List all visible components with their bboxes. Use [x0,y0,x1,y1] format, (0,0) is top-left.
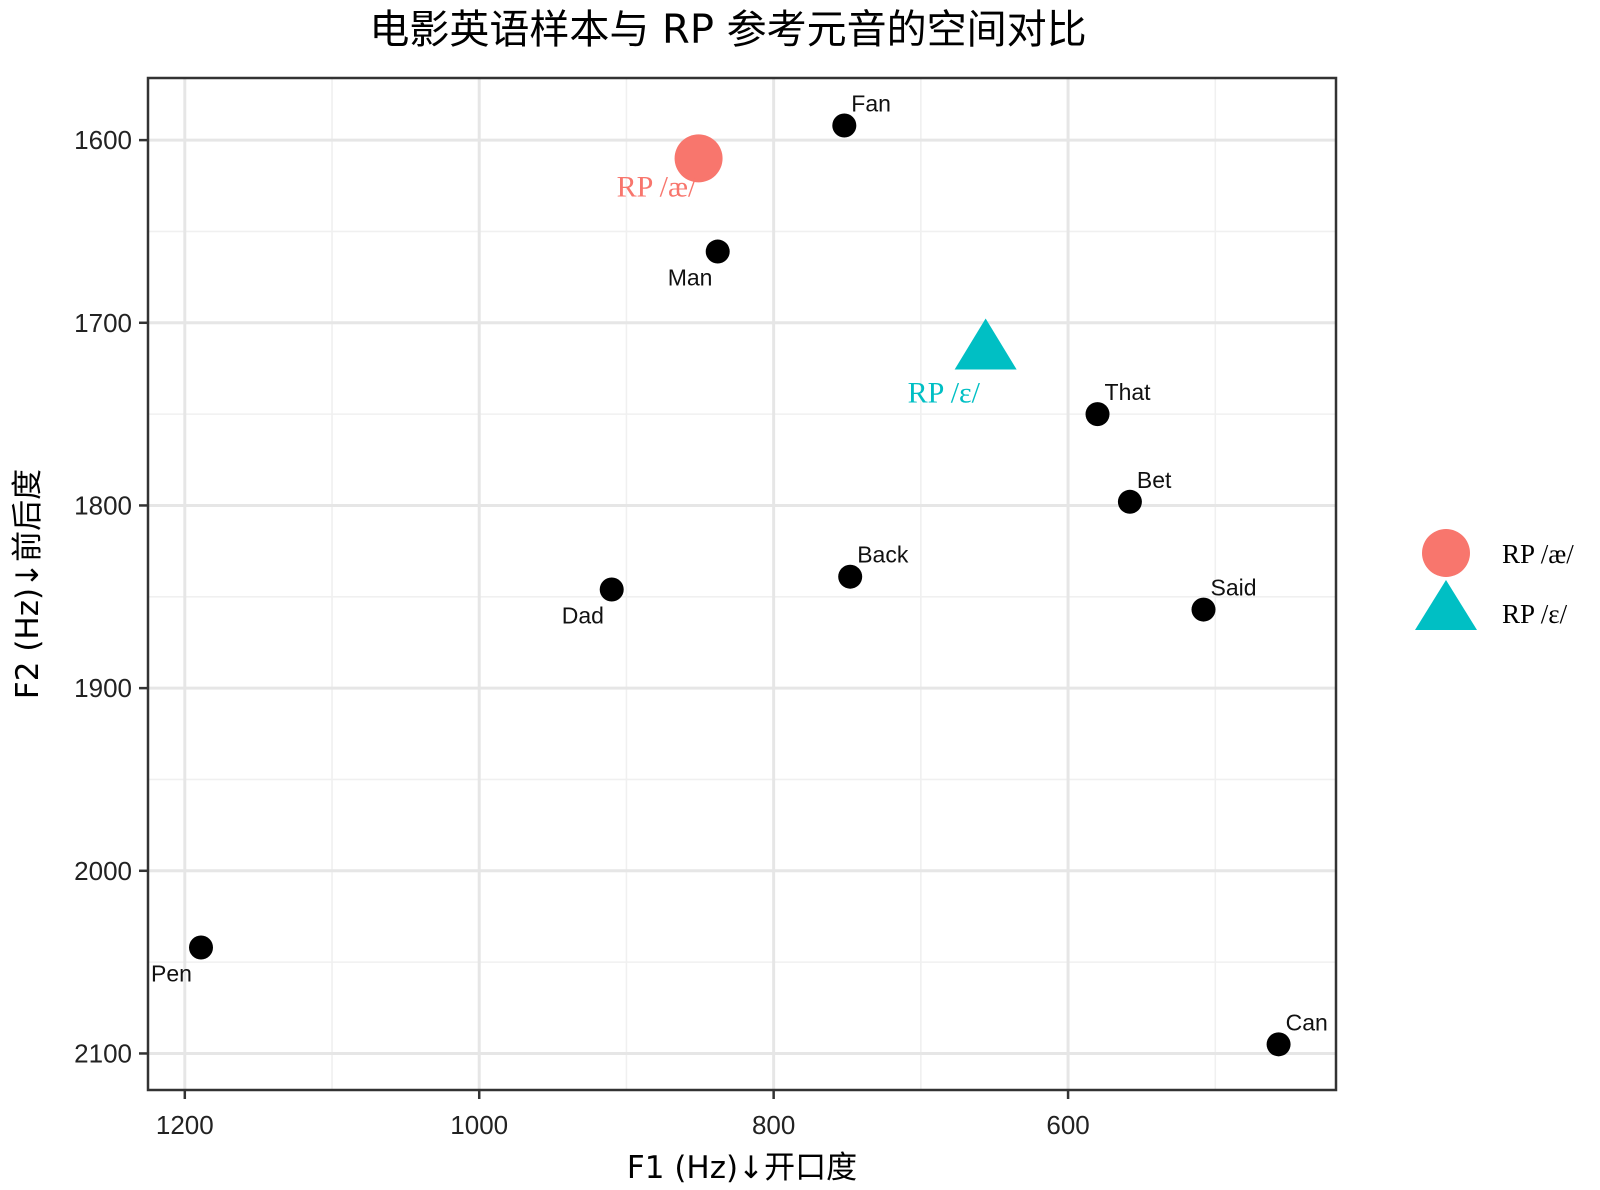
legend-label-epsilon: RP /ɛ/ [1502,599,1568,629]
x-axis-title: F1 (Hz)↓开口度 [627,1150,857,1186]
point-label-pen: Pen [151,961,192,987]
point-label-dad: Dad [562,602,604,628]
sample-point-back [838,564,863,589]
y-tick-label: 1900 [74,673,132,703]
y-tick-label: 1800 [74,490,132,520]
y-tick-label: 2000 [74,856,132,886]
point-label-bet: Bet [1137,467,1172,493]
grid [148,78,1336,1090]
point-label-said: Said [1211,575,1257,601]
x-tick-label: 1000 [450,1110,508,1140]
y-tick-label: 1700 [74,308,132,338]
y-tick-label: 1600 [74,125,132,155]
y-tick-label: 2100 [74,1038,132,1068]
point-label-can: Can [1286,1009,1328,1035]
ref-label-epsilon: RP /ɛ/ [908,377,981,410]
x-tick-label: 800 [752,1110,795,1140]
plot-panel-border [146,76,1338,1092]
x-tick-label: 1200 [156,1110,214,1140]
sample-point-said [1191,597,1216,622]
ref-marker-epsilon [954,318,1017,370]
sample-point-bet [1117,489,1142,514]
point-label-man: Man [668,265,713,291]
sample-point-dad [599,577,624,602]
sample-points: Fan Man That Bet Back Dad Said Pen Can [151,90,1328,1057]
chart-title: 电影英语样本与 RP 参考元音的空间对比 [369,7,1086,53]
sample-point-that [1085,402,1110,427]
ref-label-ae: RP /æ/ [617,170,697,203]
axis-ticks: 1200 1000 800 600 1600 1700 1800 1900 2000 2100 [74,125,1090,1140]
sample-point-can [1266,1032,1291,1057]
point-label-that: That [1105,379,1152,405]
legend: RP /æ/ RP /ɛ/ [1415,529,1574,630]
legend-key-triangle [1415,580,1477,630]
sample-point-pen [188,935,213,960]
x-tick-label: 600 [1046,1110,1089,1140]
sample-point-man [705,239,730,264]
point-label-fan: Fan [851,90,891,116]
reference-markers: RP /æ/RP /ɛ/ [617,134,1017,410]
y-axis-title: F2 (Hz)↓前后度 [10,469,46,699]
ref-marker-ae [674,134,723,183]
sample-point-fan [832,113,857,138]
point-label-back: Back [857,542,909,568]
legend-label-ae: RP /æ/ [1502,539,1574,569]
legend-key-circle [1422,529,1470,577]
